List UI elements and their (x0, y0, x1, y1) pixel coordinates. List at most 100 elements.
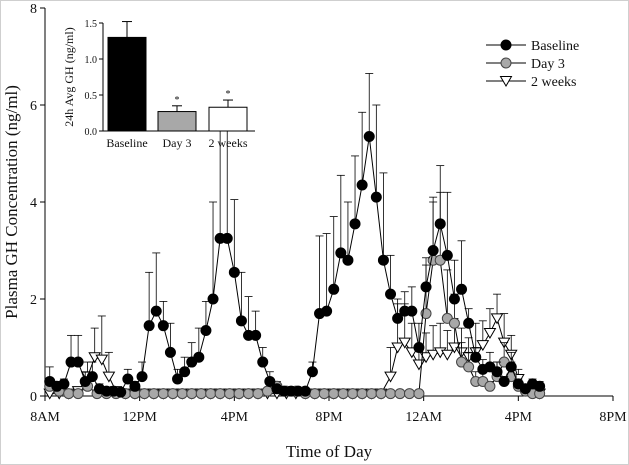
data-point (484, 380, 496, 392)
data-point (328, 388, 340, 400)
legend-item-day-3: Day 3 (486, 57, 565, 72)
inset-bars: Baseline * Day 3 * 2 weeks (106, 21, 248, 150)
data-point (129, 380, 141, 392)
data-point (337, 388, 349, 400)
data-point (370, 191, 382, 203)
data-point (534, 380, 546, 392)
data-point (150, 305, 162, 317)
legend: Baseline Day 3 2 weeks (486, 39, 579, 90)
x-tick-label: 8PM (599, 410, 627, 425)
data-point (214, 388, 226, 400)
inset-y-tick-label: 0.0 (85, 127, 98, 138)
inset-bar-chart: 0.0 0.5 1.0 1.5 Baseline * Day 3 * 2 weeks 24h … (62, 19, 256, 150)
inset-y-tick-label: 1.5 (85, 19, 98, 30)
legend-marker (500, 57, 512, 69)
data-point (115, 386, 127, 398)
data-point (505, 361, 517, 373)
y-axis-title: Plasma GH Concentration (ng/ml) (2, 85, 21, 319)
data-point (176, 388, 188, 400)
inset-y-tick-label: 0.5 (85, 91, 98, 102)
data-point (264, 375, 276, 387)
data-point (148, 388, 160, 400)
legend-label: Day 3 (531, 57, 565, 72)
data-point (143, 320, 155, 332)
data-point (58, 378, 70, 390)
data-point (342, 254, 354, 266)
data-point (470, 351, 482, 363)
data-point (257, 356, 269, 368)
data-point (441, 249, 453, 261)
data-point (172, 373, 184, 385)
y-tick-label: 8 (30, 2, 37, 17)
data-point (349, 218, 361, 230)
series-layer (43, 73, 547, 400)
data-point (419, 352, 433, 364)
inset-y-tick-label: 1.0 (85, 55, 98, 66)
data-point (205, 388, 217, 400)
x-tick-label: 4PM (505, 410, 533, 425)
data-point (413, 388, 425, 400)
data-point (412, 359, 426, 371)
data-point (164, 346, 176, 358)
y-ticks: 0 2 4 6 8 (30, 2, 45, 405)
data-point (328, 283, 340, 295)
data-point (377, 254, 389, 266)
data-point (86, 371, 98, 383)
x-tick-label: 12AM (405, 410, 442, 425)
data-point (448, 317, 460, 329)
data-point (63, 388, 75, 400)
main-plot-area: 0 2 4 6 8 8AM 12PM 4PM 8PM 12AM 4PM 8PM (30, 2, 627, 425)
y-tick-label: 0 (30, 390, 37, 405)
inset-significance-marker: * (175, 95, 180, 106)
legend-label: 2 weeks (531, 75, 577, 90)
data-point (235, 315, 247, 327)
legend-label: Baseline (531, 39, 579, 54)
y-tick-label: 2 (30, 293, 37, 308)
data-point (72, 388, 84, 400)
data-point (186, 388, 198, 400)
data-point (167, 388, 179, 400)
data-point (228, 266, 240, 278)
data-point (250, 329, 262, 341)
data-point (233, 388, 245, 400)
legend-marker (500, 39, 512, 51)
data-point (463, 317, 475, 329)
data-point (72, 356, 84, 368)
data-point (356, 388, 368, 400)
data-point (179, 366, 191, 378)
data-point (122, 373, 134, 385)
data-point (138, 388, 150, 400)
data-point (200, 325, 212, 337)
data-point (384, 371, 397, 383)
series-2-weeks (43, 293, 547, 400)
inset-y-axis-title: 24h Avg GH (ng/ml) (62, 27, 76, 126)
data-point (318, 388, 330, 400)
x-ticks: 8AM 12PM 4PM 8PM 12AM 4PM 8PM (30, 396, 627, 425)
data-point (136, 371, 148, 383)
legend-marker (499, 76, 513, 87)
data-point (375, 388, 387, 400)
data-point (347, 388, 359, 400)
data-point (95, 354, 109, 366)
data-point (403, 388, 415, 400)
data-point (102, 371, 116, 383)
data-point (420, 281, 432, 293)
x-axis-title: Time of Day (286, 442, 373, 461)
data-point (406, 305, 418, 317)
data-point (356, 179, 368, 191)
data-point (385, 288, 397, 300)
data-point (456, 283, 468, 295)
data-point (157, 320, 169, 332)
data-point (440, 349, 454, 361)
data-point (427, 245, 439, 256)
series-day-3 (44, 191, 546, 400)
inset-significance-marker: * (226, 89, 231, 100)
x-tick-label: 4PM (221, 410, 249, 425)
data-point (498, 375, 510, 387)
data-point (335, 247, 347, 259)
inset-bar-day-3 (157, 111, 197, 132)
legend-item-baseline: Baseline (486, 39, 579, 54)
data-point (221, 232, 233, 244)
x-tick-label: 12PM (123, 410, 158, 425)
